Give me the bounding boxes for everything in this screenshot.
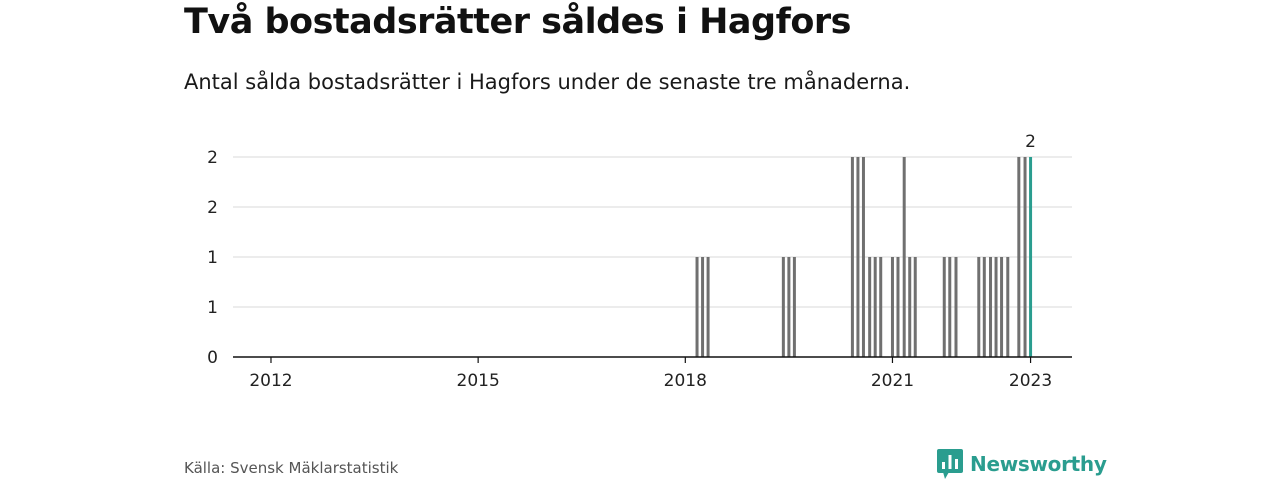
bar [954, 257, 958, 357]
y-axis-ticks: 0 1 1 2 2 [207, 148, 218, 368]
x-tick-label: 2015 [457, 371, 500, 391]
bar [1000, 257, 1004, 357]
bar [908, 257, 912, 357]
bar [781, 257, 785, 357]
bar [1006, 257, 1010, 357]
bar [1017, 157, 1021, 357]
y-tick-label: 2 [207, 198, 218, 218]
x-tick-label: 2018 [664, 371, 707, 391]
bar [977, 257, 981, 357]
bar [861, 157, 865, 357]
bar [856, 157, 860, 357]
chart-subtitle: Antal sålda bostadsrätter i Hagfors unde… [184, 70, 911, 94]
bar [868, 257, 872, 357]
x-axis-ticks: 2012 2015 2018 2021 2023 [249, 357, 1052, 391]
data-labels: 2 [1025, 132, 1036, 152]
chart-title: Två bostadsrätter såldes i Hagfors [184, 2, 851, 42]
bar [896, 257, 900, 357]
y-tick-label: 1 [207, 298, 218, 318]
bar [994, 257, 998, 357]
bar-chart: 0 1 1 2 2 2012 2015 2018 2021 2023 2 [207, 132, 1072, 391]
brand-name: Newsworthy [970, 452, 1107, 476]
bar [701, 257, 705, 357]
data-label: 2 [1025, 132, 1036, 152]
newsworthy-logo-icon [937, 449, 963, 479]
bar [989, 257, 993, 357]
bar [879, 257, 883, 357]
bar [913, 257, 917, 357]
bars [695, 157, 1033, 357]
bar [695, 257, 699, 357]
bar [706, 257, 710, 357]
x-tick-label: 2023 [1009, 371, 1052, 391]
y-tick-label: 2 [207, 148, 218, 168]
bar [850, 157, 854, 357]
bar [787, 257, 791, 357]
bar [1023, 157, 1027, 357]
y-tick-label: 0 [207, 348, 218, 368]
x-tick-label: 2021 [871, 371, 914, 391]
bar [902, 157, 906, 357]
bar-highlight [1029, 157, 1033, 357]
brand-logo: Newsworthy [937, 449, 1107, 479]
bar [982, 257, 986, 357]
bar [942, 257, 946, 357]
gridlines [233, 156, 1072, 308]
source-note: Källa: Svensk Mäklarstatistik [184, 459, 399, 477]
y-tick-label: 1 [207, 248, 218, 268]
bar [873, 257, 877, 357]
bar [890, 257, 894, 357]
bar [792, 257, 796, 357]
x-tick-label: 2012 [249, 371, 292, 391]
bar [948, 257, 952, 357]
